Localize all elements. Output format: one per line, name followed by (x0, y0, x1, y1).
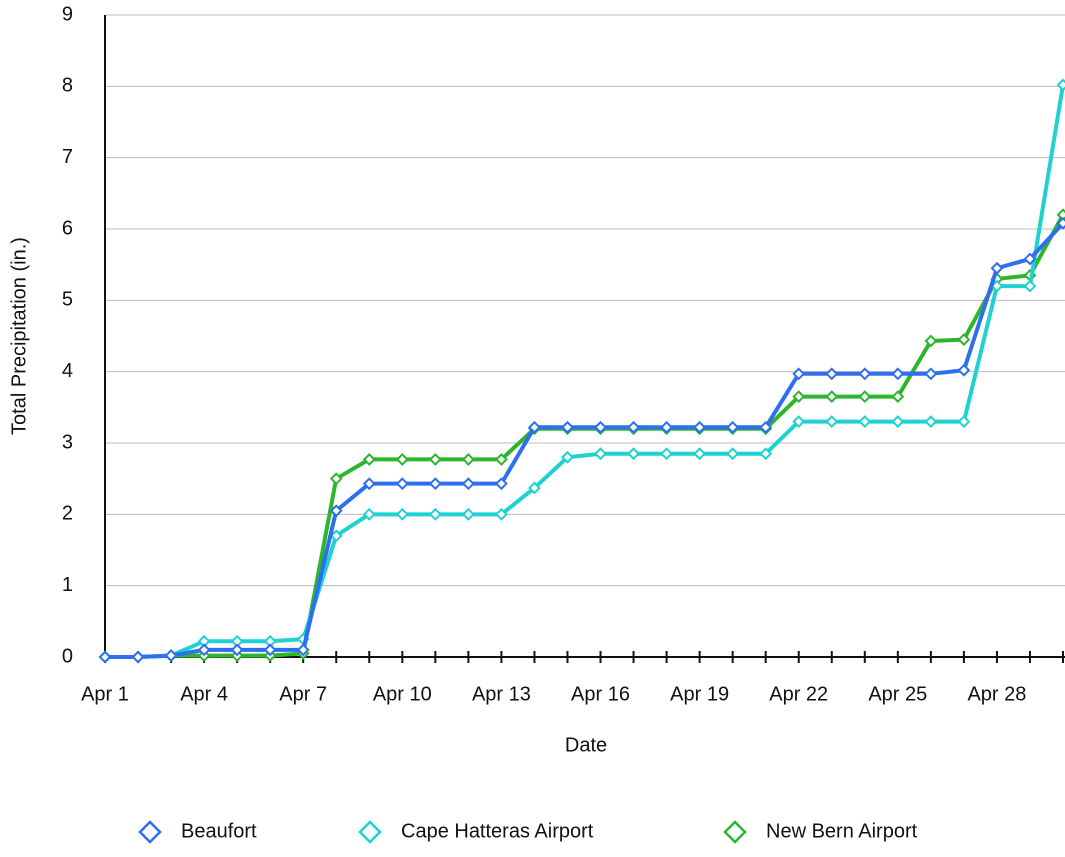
y-tick-label: 6 (62, 217, 73, 239)
y-tick-label: 3 (62, 431, 73, 453)
point-marker (726, 447, 740, 461)
point-marker (362, 507, 376, 521)
point-marker (759, 447, 773, 461)
point-marker (395, 507, 409, 521)
legend-marker (358, 820, 382, 844)
y-tick-label: 5 (62, 289, 73, 311)
legend-label: New Bern Airport (766, 820, 918, 842)
point-marker (825, 390, 839, 404)
point-marker (594, 447, 607, 461)
x-tick-label: Apr 10 (373, 683, 432, 705)
point-marker (792, 415, 806, 429)
legend-label: Beaufort (181, 820, 257, 842)
point-marker (891, 415, 905, 429)
point-marker (1056, 216, 1065, 230)
point-marker (924, 367, 938, 381)
point-marker (528, 420, 541, 434)
point-marker (362, 477, 376, 491)
point-marker (858, 415, 872, 429)
y-tick-label: 0 (62, 645, 73, 667)
legend-marker (723, 820, 747, 844)
point-marker (528, 481, 541, 495)
point-marker (1056, 78, 1065, 92)
x-tick-label: Apr 22 (769, 683, 828, 705)
point-marker (494, 452, 508, 466)
x-axis-label: Date (565, 734, 607, 756)
point-marker (1023, 279, 1037, 293)
point-marker (428, 452, 442, 466)
x-tick-label: Apr 13 (472, 683, 531, 705)
point-marker (858, 367, 872, 381)
point-marker (461, 452, 475, 466)
point-marker (693, 447, 707, 461)
x-tick-label: Apr 4 (180, 683, 228, 705)
point-marker (263, 643, 277, 657)
point-marker (660, 420, 674, 434)
point-marker (957, 333, 971, 346)
series-line (105, 84, 1065, 659)
y-tick-label: 9 (62, 3, 73, 25)
x-tick-label: Apr 25 (868, 683, 927, 705)
x-tick-label: Apr 1 (81, 683, 129, 705)
point-marker (594, 420, 607, 434)
point-marker (296, 643, 310, 657)
point-marker (395, 477, 409, 491)
point-marker (362, 452, 376, 466)
y-tick-label: 8 (62, 75, 73, 97)
point-marker (825, 367, 839, 381)
point-marker (1023, 252, 1037, 266)
point-marker (627, 447, 640, 461)
point-marker (164, 649, 178, 662)
y-tick-label: 1 (62, 574, 73, 596)
legend-marker (138, 820, 162, 844)
point-marker (924, 334, 938, 348)
point-marker (494, 507, 508, 521)
series-line (105, 221, 1065, 659)
legend-label: Cape Hatteras Airport (401, 820, 594, 842)
x-tick-label: Apr 28 (967, 683, 1026, 705)
y-tick-label: 4 (62, 360, 73, 382)
point-marker (891, 367, 905, 381)
y-tick-label: 7 (62, 146, 73, 168)
point-marker (693, 420, 707, 434)
point-marker (858, 390, 872, 404)
point-marker (660, 447, 674, 461)
point-marker (759, 420, 773, 434)
point-marker (98, 650, 112, 664)
point-marker (561, 420, 574, 434)
x-tick-label: Apr 16 (571, 683, 630, 705)
point-marker (792, 390, 806, 404)
point-marker (726, 420, 740, 434)
point-marker (990, 261, 1004, 275)
point-marker (395, 452, 409, 466)
point-marker (461, 507, 475, 521)
point-marker (924, 415, 938, 429)
point-marker (561, 450, 574, 464)
point-marker (792, 367, 806, 381)
series-line (105, 213, 1065, 659)
point-marker (891, 390, 905, 404)
y-axis-label: Total Precipitation (in.) (8, 237, 30, 435)
point-marker (494, 477, 508, 491)
point-marker (428, 477, 442, 491)
x-tick-label: Apr 19 (670, 683, 729, 705)
point-marker (131, 650, 145, 664)
point-marker (428, 507, 442, 521)
point-marker (230, 643, 244, 657)
point-marker (329, 529, 343, 543)
y-tick-label: 2 (62, 503, 73, 525)
point-marker (461, 477, 475, 491)
point-marker (197, 643, 211, 657)
point-marker (627, 420, 640, 434)
x-tick-label: Apr 7 (279, 683, 327, 705)
point-marker (825, 415, 839, 429)
point-marker (329, 472, 343, 486)
point-marker (329, 504, 343, 518)
point-marker (957, 415, 971, 429)
point-marker (957, 363, 971, 377)
